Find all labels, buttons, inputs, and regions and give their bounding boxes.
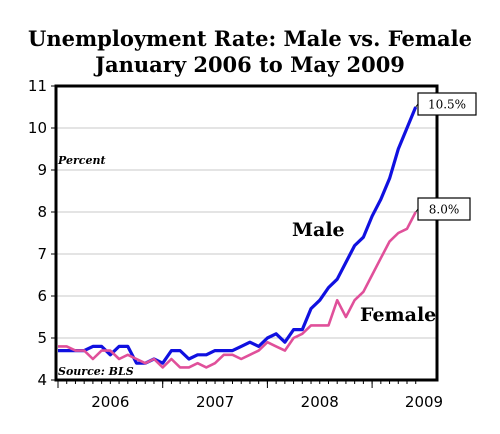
series-line-female bbox=[58, 211, 417, 369]
plot-frame bbox=[54, 84, 439, 382]
series-lines bbox=[58, 106, 418, 369]
x-tick-label: 2009 bbox=[405, 393, 443, 411]
chart-subtitle: January 2006 to May 2009 bbox=[93, 52, 405, 77]
y-tick-label: 11 bbox=[28, 77, 47, 95]
series-label-female: Female bbox=[360, 304, 436, 326]
y-tick-label: 7 bbox=[37, 245, 47, 263]
x-axis: 2006 2007 2008 2009 bbox=[57, 380, 443, 411]
end-labels: 10.5% 8.0% bbox=[415, 92, 477, 221]
x-tick-label: 2006 bbox=[91, 393, 129, 411]
gridlines bbox=[56, 127, 437, 339]
end-label-box bbox=[417, 92, 477, 116]
y-axis: 4 5 6 7 8 9 10 11 bbox=[28, 77, 56, 389]
end-label-female: 8.0% bbox=[429, 203, 460, 217]
end-label-male: 10.5% bbox=[428, 98, 466, 112]
y-tick-label: 4 bbox=[37, 371, 47, 389]
end-label-box bbox=[417, 197, 471, 221]
y-tick-label: 8 bbox=[37, 203, 47, 221]
source-note: Source: BLS bbox=[58, 365, 134, 378]
y-axis-label: Percent bbox=[57, 154, 106, 167]
x-tick-label: 2007 bbox=[196, 393, 234, 411]
chart-title: Unemployment Rate: Male vs. Female bbox=[28, 26, 472, 51]
y-tick-label: 9 bbox=[37, 161, 47, 179]
series-label-male: Male bbox=[292, 219, 345, 241]
y-tick-label: 5 bbox=[37, 329, 47, 347]
y-tick-label: 10 bbox=[28, 119, 47, 137]
x-tick-label: 2008 bbox=[301, 393, 339, 411]
y-tick-label: 6 bbox=[37, 287, 47, 305]
series-line-male bbox=[58, 106, 418, 365]
